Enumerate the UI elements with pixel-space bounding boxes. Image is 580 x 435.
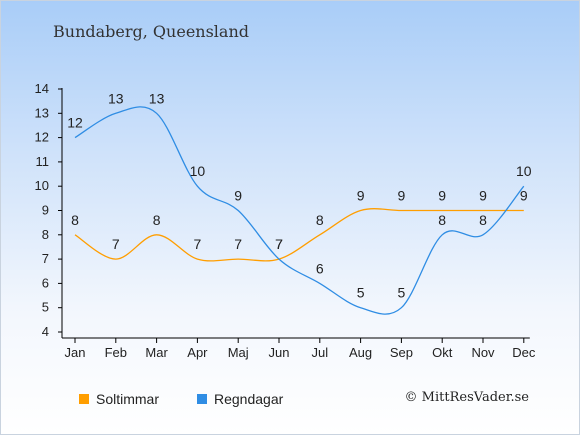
data-label: 9 [479,188,487,204]
data-label: 8 [438,212,446,228]
credit-text: © MittResVader.se [404,390,529,405]
legend-swatch [79,394,89,404]
data-label: 8 [316,212,324,228]
data-label: 5 [357,285,365,301]
x-tick-label: Jul [311,345,328,360]
y-tick-label: 5 [42,300,49,315]
place-title: Bundaberg, Queensland [53,22,249,41]
data-label: 7 [275,236,283,252]
y-tick-label: 9 [42,203,49,218]
x-tick-label: Sep [390,345,413,360]
data-label: 9 [357,188,365,204]
x-tick-label: Maj [228,345,249,360]
x-tick-label: Nov [471,345,495,360]
y-tick-label: 12 [35,130,49,145]
y-tick-label: 7 [42,251,49,266]
legend-label: Regndagar [214,391,284,407]
data-label: 9 [438,188,446,204]
x-tick-label: Jan [65,345,86,360]
data-label: 6 [316,260,324,276]
data-label: 5 [398,285,406,301]
data-label: 13 [108,90,124,106]
data-label: 12 [67,115,83,131]
x-tick-label: Aug [349,345,372,360]
x-tick-label: Okt [432,345,453,360]
x-tick-label: Jun [269,345,290,360]
data-label: 7 [234,236,242,252]
x-tick-label: Apr [187,345,208,360]
y-tick-label: 6 [42,275,49,290]
series-line-sun [74,208,524,262]
y-tick-label: 10 [35,178,49,193]
series-line-rain [74,106,525,315]
y-tick-label: 8 [42,227,49,242]
data-label: 7 [275,236,283,252]
data-label: 8 [479,212,487,228]
x-tick-label: Mar [145,345,168,360]
data-label: 9 [234,188,242,204]
legend-swatch [197,394,207,404]
data-label: 8 [153,212,161,228]
data-label: 10 [190,163,206,179]
data-label: 13 [149,90,165,106]
data-label: 9 [520,188,528,204]
data-label: 7 [112,236,120,252]
data-label: 10 [516,163,532,179]
data-label: 7 [194,236,202,252]
x-tick-label: Dec [512,345,536,360]
x-tick-label: Feb [105,345,127,360]
y-tick-label: 14 [35,81,49,96]
data-label: 8 [71,212,79,228]
y-tick-label: 4 [42,324,49,339]
y-tick-label: 11 [36,154,50,169]
data-label: 9 [398,188,406,204]
legend-label: Soltimmar [96,391,159,407]
y-tick-label: 13 [35,105,49,120]
